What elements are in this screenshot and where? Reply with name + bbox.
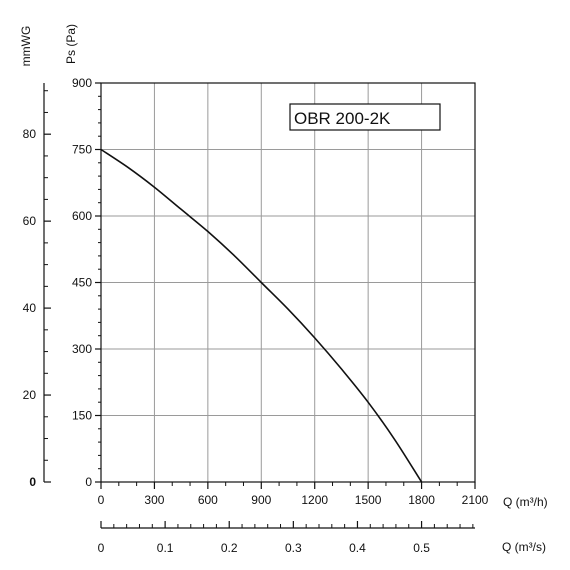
y-tick-label: 900	[72, 76, 92, 90]
grid-lines	[101, 83, 475, 482]
y2-tick-label: 80	[23, 127, 37, 141]
x-tick-label: 1500	[355, 493, 382, 507]
x-tick-label: 600	[198, 493, 218, 507]
x-tick-label: 1200	[301, 493, 328, 507]
y-axis-title: Ps (Pa)	[64, 24, 78, 64]
y-tick-label: 0	[85, 475, 92, 489]
y-tick-label: 150	[72, 409, 92, 423]
y-tick-label: 750	[72, 143, 92, 157]
x2-tick-label: 0.3	[285, 541, 302, 555]
y2-tick-label: 0	[29, 475, 36, 489]
x2-tick-label: 0.1	[157, 541, 174, 555]
model-label: OBR 200-2K	[294, 109, 391, 128]
x-tick-label: 0	[98, 493, 105, 507]
fan-pressure-curve	[100, 148, 423, 483]
y-tick-label: 450	[72, 276, 92, 290]
x-tick-label: 1800	[408, 493, 435, 507]
y-tick-label: 300	[72, 342, 92, 356]
x2-tick-label: 0.2	[221, 541, 238, 555]
model-label-frame	[289, 103, 441, 131]
x-tick-label: 900	[251, 493, 271, 507]
x2-axis-title: Q (m³/s)	[502, 540, 546, 554]
x-tick-label: 2100	[462, 493, 489, 507]
y-tick-label: 600	[72, 209, 92, 223]
y2-tick-label: 20	[23, 388, 37, 402]
x2-tick-label: 0.4	[349, 541, 366, 555]
x-axis-title: Q (m³/h)	[503, 495, 548, 509]
x-tick-label: 300	[144, 493, 164, 507]
x2-tick-label: 0.5	[413, 541, 430, 555]
y2-tick-label: 60	[23, 214, 37, 228]
x2-tick-label: 0	[98, 541, 105, 555]
model-label-box: OBR 200-2K	[289, 103, 441, 131]
y2-axis-title: mmWG	[19, 26, 33, 67]
y2-tick-label: 40	[23, 301, 37, 315]
